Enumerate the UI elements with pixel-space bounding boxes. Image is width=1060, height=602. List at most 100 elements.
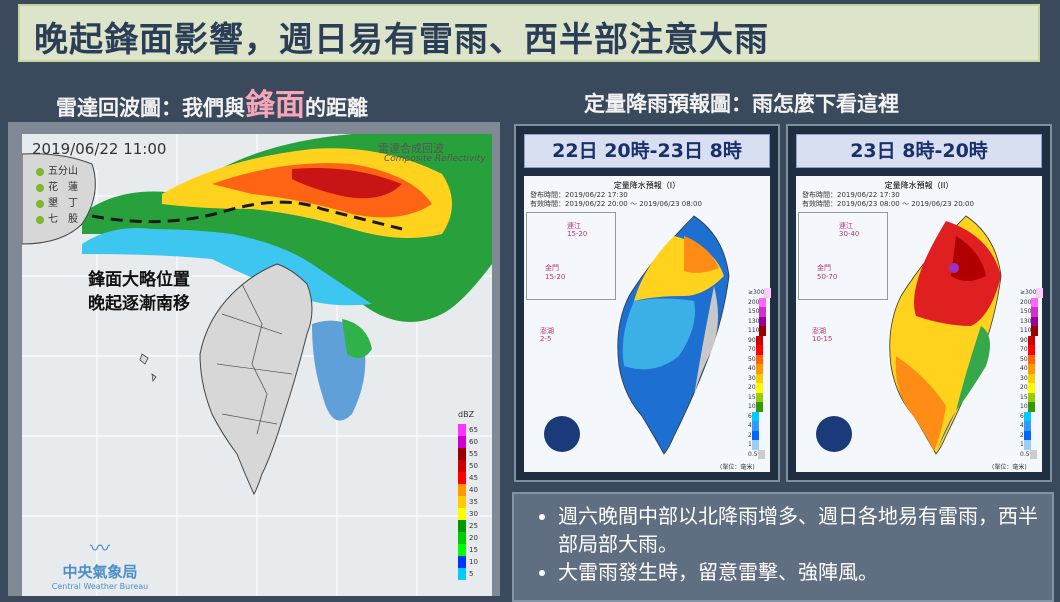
rain-scale-row: 130 bbox=[746, 316, 771, 326]
matsu-label: 連江 bbox=[567, 222, 581, 230]
map-issued: 發布時間：2019/06/22 17:30 bbox=[530, 191, 628, 199]
rain-scale-label: 40 bbox=[748, 365, 756, 373]
rain-scale-row: 1 bbox=[746, 440, 771, 450]
rain-scale-label: 20 bbox=[1020, 384, 1028, 392]
precipitation-echoes bbox=[22, 134, 492, 421]
rain-scale-label: ≥300 bbox=[748, 289, 765, 297]
qpf-map-drawing-2 bbox=[816, 215, 1002, 455]
rain-scale-swatch bbox=[1023, 430, 1031, 440]
rain-scale-label: 110 bbox=[1020, 327, 1032, 335]
matsu-value: 15-20 bbox=[567, 230, 588, 238]
rain-scale-row: 0.5 bbox=[746, 449, 771, 459]
rain-scale-row: 2 bbox=[1018, 430, 1043, 440]
summary-item: 大雷雨發生時，留意雷擊、強陣風。 bbox=[558, 558, 1052, 586]
rain-scale-swatch bbox=[755, 364, 763, 374]
rain-scale-label: 4 bbox=[748, 422, 752, 430]
station-label: 花 蓮 bbox=[48, 182, 78, 193]
rain-scale-unit: (單位：毫米) bbox=[992, 464, 1027, 471]
rain-scale-label: 200 bbox=[748, 298, 760, 306]
rain-scale-row: 10 bbox=[746, 402, 771, 412]
radar-source-en: Composite Reflectivity bbox=[384, 154, 486, 164]
legend-label: 20 bbox=[469, 534, 478, 542]
rain-scale-swatch bbox=[1027, 392, 1035, 402]
rain-scale: ≥300 200 150 130 110 90 70 50 40 30 20 15 10 6 4 2 1 0.5 bbox=[1018, 288, 1044, 459]
rain-scale-swatch bbox=[1027, 383, 1035, 393]
radar-datetime: 2019/06/22 11:00 bbox=[32, 140, 167, 158]
legend-swatch bbox=[458, 544, 466, 556]
rain-scale-label: 200 bbox=[1020, 298, 1032, 306]
rain-scale-row: 30 bbox=[1018, 373, 1043, 383]
legend-label: 60 bbox=[469, 438, 478, 446]
rain-scale: ≥300 200 150 130 110 90 70 50 40 30 20 15 10 6 4 2 1 0.5 bbox=[746, 288, 772, 459]
rain-scale-label: ≥300 bbox=[1020, 289, 1037, 297]
title-bar: 晚起鋒面影響，週日易有雷雨、西半部注意大雨 bbox=[18, 4, 1040, 62]
summary-list: 週六晚間中部以北降雨增多、週日各地易有雷雨，西半部局部大雨。 大雷雨發生時，留意… bbox=[514, 494, 1052, 586]
rain-scale-label: 70 bbox=[1020, 346, 1028, 354]
rain-scale-label: 70 bbox=[748, 346, 756, 354]
rain-scale-swatch bbox=[1031, 326, 1039, 336]
penghu-value: 10-15 bbox=[812, 335, 833, 343]
cwb-logo-icon bbox=[544, 416, 580, 452]
rain-scale-label: 0.5 bbox=[1020, 450, 1030, 458]
rain-scale-swatch bbox=[1027, 345, 1035, 355]
matsu-label: 連江 bbox=[839, 222, 853, 230]
rain-scale-swatch bbox=[751, 421, 759, 431]
map-issued: 發布時間：2019/06/22 17:30 bbox=[802, 191, 900, 199]
rain-scale-row: 130 bbox=[1018, 316, 1043, 326]
legend-label: 65 bbox=[469, 426, 478, 434]
radar-source: 雷達合成回波 bbox=[378, 142, 444, 155]
rain-scale-label: 15 bbox=[748, 393, 756, 401]
front-char-2: 面 bbox=[275, 88, 305, 123]
station-label: 七 股 bbox=[48, 214, 78, 225]
rain-scale-label: 110 bbox=[748, 327, 760, 335]
legend-label: 35 bbox=[469, 498, 478, 506]
qpf-subtitle: 定量降雨預報圖：雨怎麼下看這裡 bbox=[584, 92, 899, 116]
qpf-map-2: 定量降水預報（II） 發布時間：2019/06/22 17:30 有效時間：20… bbox=[796, 176, 1044, 472]
rain-scale-row: 15 bbox=[1018, 392, 1043, 402]
rain-scale-swatch bbox=[755, 335, 763, 345]
legend-swatch bbox=[458, 472, 466, 484]
kinmen-label: 金門 bbox=[817, 264, 831, 272]
legend-swatch bbox=[458, 496, 466, 508]
agency-name-en: Central Weather Bureau bbox=[51, 582, 149, 591]
kinmen-value: 50-70 bbox=[817, 273, 838, 281]
inset-box: 連江 15-20 金門 15-20 bbox=[526, 212, 616, 300]
legend-label: 45 bbox=[469, 474, 478, 482]
rain-scale-label: 150 bbox=[1020, 308, 1032, 316]
rain-scale-row: 10 bbox=[1018, 402, 1043, 412]
radar-image: 65 60 55 50 45 40 35 30 25 20 15 10 5 bbox=[22, 134, 492, 596]
rain-scale-label: 50 bbox=[748, 355, 756, 363]
map-valid: 有效時間：2019/06/23 08:00 ～ 2019/06/23 20:00 bbox=[802, 200, 974, 208]
rain-scale-row: 90 bbox=[1018, 335, 1043, 345]
rain-scale-row: 110 bbox=[746, 326, 771, 336]
rain-scale-label: 10 bbox=[748, 403, 756, 411]
rain-scale-row: 1 bbox=[1018, 440, 1043, 450]
legend-label: 5 bbox=[469, 570, 473, 578]
rain-scale-label: 90 bbox=[748, 336, 756, 344]
rain-scale-row: 6 bbox=[1018, 411, 1043, 421]
legend-label: 30 bbox=[469, 510, 478, 518]
rain-scale-label: 10 bbox=[1020, 403, 1028, 411]
rain-scale-row: 4 bbox=[1018, 421, 1043, 431]
legend-label: 40 bbox=[469, 486, 478, 494]
rain-scale-row: 50 bbox=[1018, 354, 1043, 364]
rain-scale-label: 30 bbox=[748, 374, 756, 382]
map-title: 定量降水預報（I） bbox=[613, 181, 681, 190]
rain-scale-row: 150 bbox=[746, 307, 771, 317]
station-label: 墾 丁 bbox=[48, 198, 78, 209]
rain-scale-swatch bbox=[759, 326, 767, 336]
rain-scale-row: 110 bbox=[1018, 326, 1043, 336]
rain-scale-label: 50 bbox=[1020, 355, 1028, 363]
map-valid: 有效時間：2019/06/22 20:00 ～ 2019/06/23 08:00 bbox=[530, 200, 702, 208]
rain-scale-label: 20 bbox=[748, 384, 756, 392]
rain-scale-label: 6 bbox=[1020, 412, 1024, 420]
rain-scale-label: 150 bbox=[748, 308, 760, 316]
rain-scale-row: 20 bbox=[746, 383, 771, 393]
penghu-label: 澎湖 bbox=[812, 327, 826, 335]
rain-scale-label: 1 bbox=[748, 441, 752, 449]
legend-swatch bbox=[458, 520, 466, 532]
front-note-1: 鋒面大略位置 bbox=[88, 270, 190, 290]
rain-scale-swatch bbox=[1031, 307, 1039, 317]
qpf-map-1: 定量降水預報（I） 發布時間：2019/06/22 17:30 有效時間：201… bbox=[524, 176, 772, 472]
legend-swatch bbox=[458, 448, 466, 460]
